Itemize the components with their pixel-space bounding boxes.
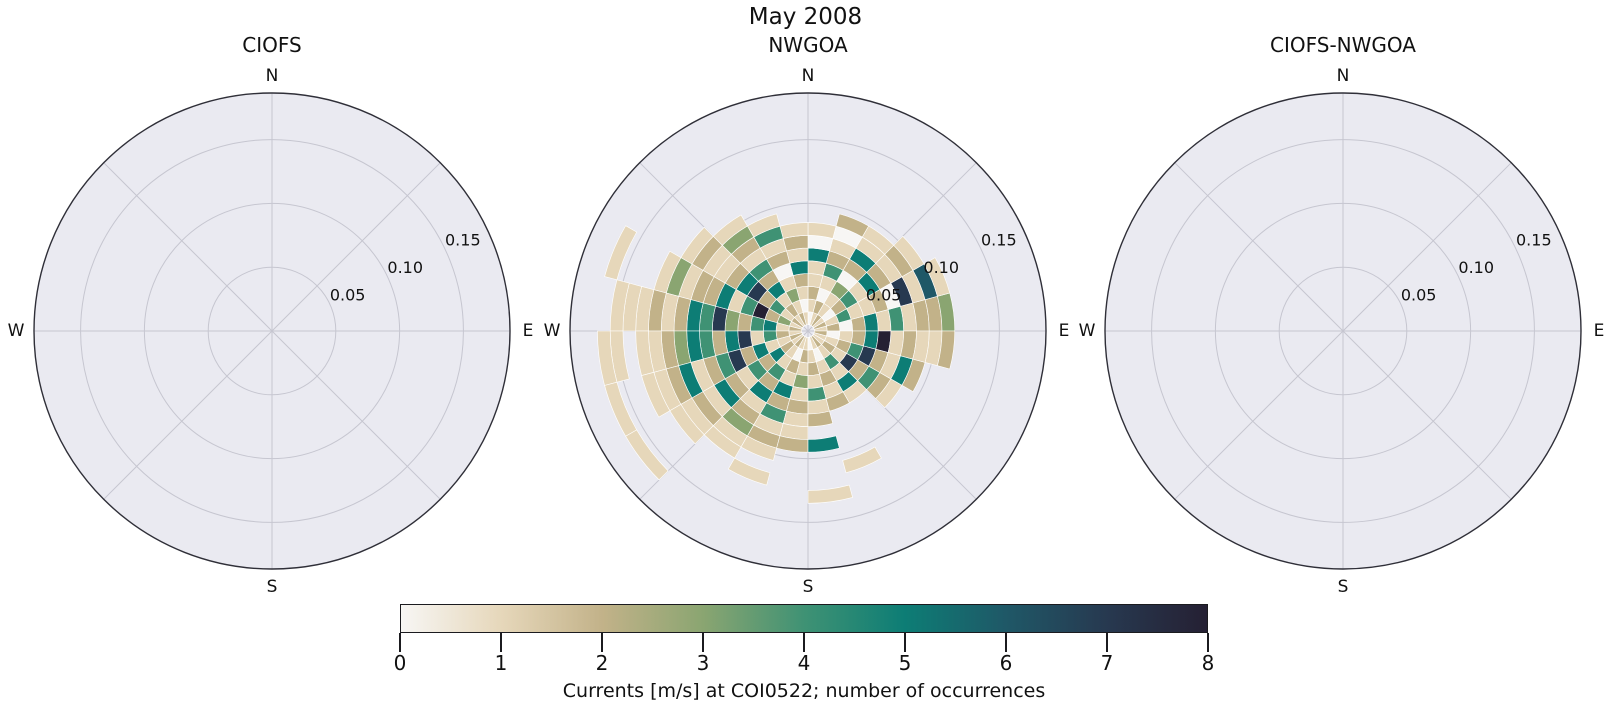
colorbar-tick [1005, 633, 1007, 652]
rose-cell [789, 386, 809, 402]
polar-spine [1104, 92, 1582, 570]
rose-cell [842, 446, 882, 474]
rose-cell [727, 457, 771, 486]
colorbar-tick-label: 5 [898, 651, 912, 675]
rose-cell [863, 330, 879, 350]
colorbar-tick-label: 4 [797, 651, 811, 675]
rose-cell [641, 371, 671, 418]
colorbar-tick [803, 633, 805, 652]
colorbar-tick-label: 6 [999, 651, 1013, 675]
cardinal-label: W [544, 321, 561, 341]
polar-spine [33, 92, 511, 570]
subplot-title-ciofs-nwgoa: CIOFS-NWGOA [1270, 33, 1416, 57]
radial-tick-label: 0.15 [445, 230, 481, 249]
colorbar-tick [1207, 633, 1209, 652]
rose-cell [807, 484, 853, 504]
cardinal-label: N [1337, 66, 1350, 86]
polar-grid [1105, 93, 1581, 569]
radial-tick-label: 0.10 [1458, 258, 1494, 277]
rose-cell [625, 429, 669, 481]
polar-plot-ciofs: 0.05 0.10 0.15 N S E W [8, 66, 534, 597]
polar-grid [34, 93, 510, 569]
figure-title: May 2008 [748, 4, 863, 30]
colorbar-tick [500, 633, 502, 652]
radial-tick-label: 0.15 [1516, 230, 1552, 249]
colorbar-tick-label: 1 [494, 651, 508, 675]
cardinal-label: S [803, 577, 814, 597]
radial-tick-label: 0.10 [923, 258, 959, 277]
polar-plot-nwgoa: 0.05 0.10 0.15 N S E W [544, 66, 1070, 597]
cardinal-label: S [267, 577, 278, 597]
rose-cells [597, 213, 956, 504]
colorbar-tick [399, 633, 401, 652]
colorbar-tick [702, 633, 704, 652]
radial-tick-label: 0.05 [866, 285, 902, 304]
cardinal-label: N [266, 66, 279, 86]
colorbar-tick [1106, 633, 1108, 652]
rose-cell [937, 330, 956, 370]
radial-tick-label: 0.15 [981, 230, 1017, 249]
colorbar-tick [904, 633, 906, 652]
colorbar-tick-label: 8 [1201, 651, 1215, 675]
colorbar-tick [601, 633, 603, 652]
cardinal-label: E [523, 321, 534, 341]
polar-plot-ciofs-nwgoa: 0.05 0.10 0.15 N S E W [1079, 66, 1605, 597]
colorbar-label: Currents [m/s] at COI0522; number of occ… [562, 680, 1046, 702]
subplot-title-nwgoa: NWGOA [768, 33, 848, 57]
colorbar-tick-label: 0 [393, 651, 407, 675]
colorbar-tick-label: 3 [696, 651, 710, 675]
colorbar [400, 604, 1208, 633]
colorbar-tick-label: 7 [1100, 651, 1114, 675]
rose-cell [807, 260, 827, 276]
radial-tick-label: 0.05 [330, 285, 366, 304]
cardinal-label: W [1079, 321, 1096, 341]
rose-cell [807, 435, 840, 453]
cardinal-label: E [1594, 321, 1605, 341]
cardinal-label: N [802, 66, 815, 86]
cardinal-label: W [8, 321, 25, 341]
cardinal-label: S [1338, 577, 1349, 597]
rose-cell [737, 312, 753, 332]
radial-tick-label: 0.10 [387, 258, 423, 277]
cardinal-label: E [1059, 321, 1070, 341]
subplot-title-ciofs: CIOFS [242, 33, 302, 57]
colorbar-tick-label: 2 [595, 651, 609, 675]
polar-spine [569, 92, 1047, 570]
radial-tick-label: 0.05 [1401, 285, 1437, 304]
